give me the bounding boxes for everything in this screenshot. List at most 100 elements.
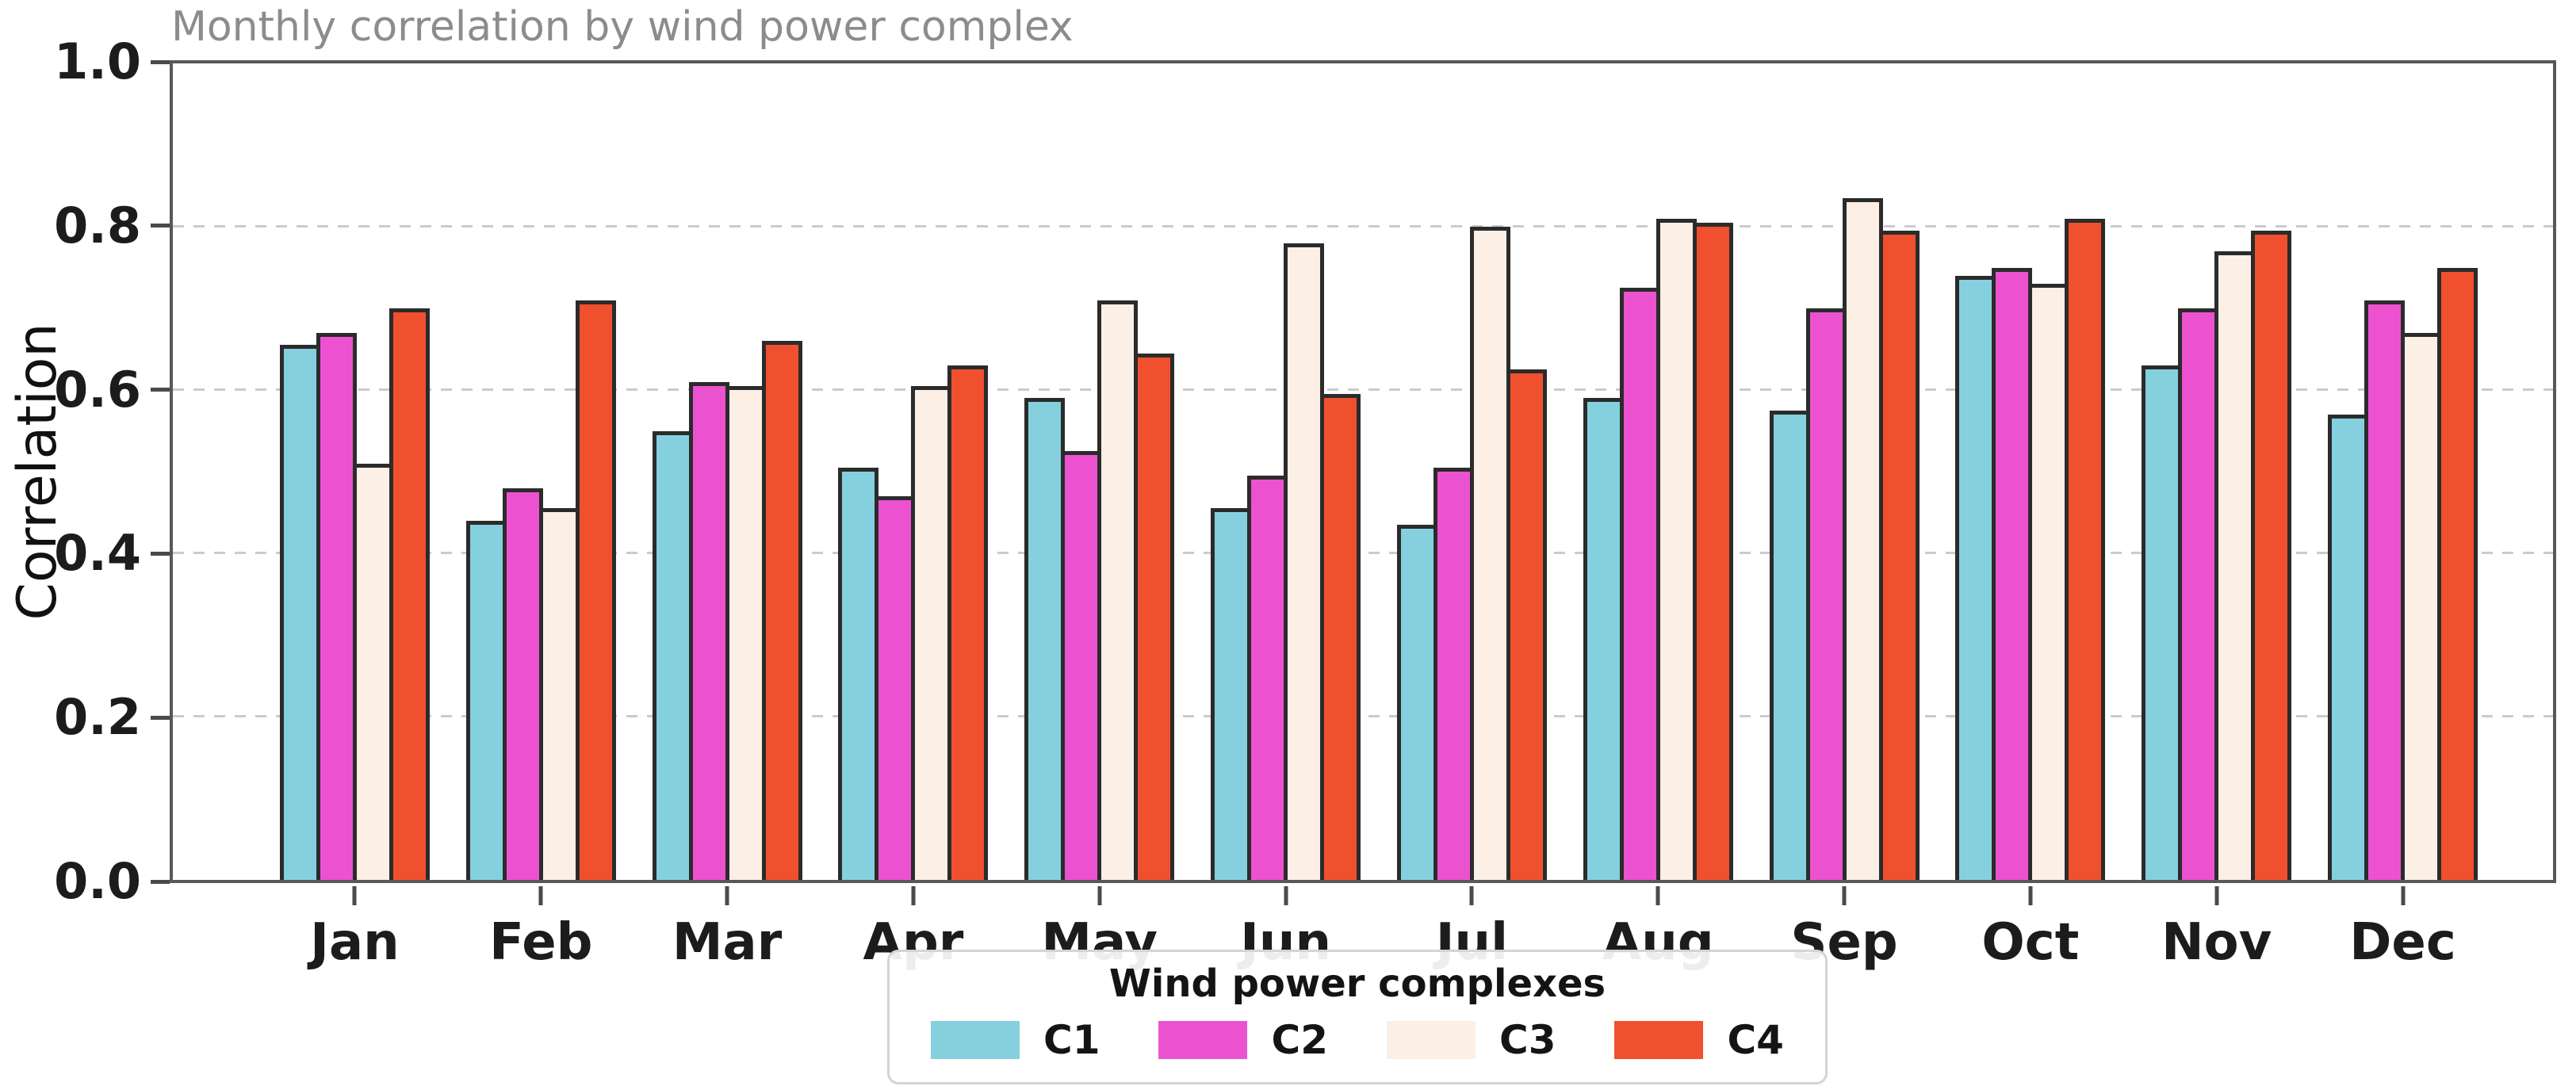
- xtick-label-dec: Dec: [2349, 913, 2456, 972]
- legend-title: Wind power complexes: [1108, 962, 1606, 1006]
- bar-c2-mar: [688, 381, 729, 880]
- xtick-label-mar: Mar: [672, 913, 783, 972]
- bar-c1-jul: [1396, 524, 1437, 880]
- ytick-label: 0.8: [54, 196, 141, 254]
- xtick-mark: [1655, 886, 1660, 905]
- bar-c1-apr: [838, 467, 879, 880]
- bar-c1-jun: [1211, 508, 1252, 880]
- month-group-jan: Jan: [262, 63, 448, 972]
- ytick-label: 0.4: [54, 524, 141, 583]
- bar-c3-sep: [1842, 197, 1883, 880]
- bar-c2-jul: [1433, 467, 1474, 880]
- month-group-feb: Feb: [448, 63, 634, 972]
- xtick-mark: [538, 886, 543, 905]
- xtick-mark: [2028, 886, 2033, 905]
- bar-c2-nov: [2178, 308, 2219, 880]
- xtick-label-nov: Nov: [2161, 913, 2272, 972]
- plot-area: Jan Feb Mar Apr May Jun Jul Aug Sep Oct Nov Dec: [170, 60, 2556, 972]
- chart-title: Monthly correlation by wind power comple…: [171, 3, 1074, 51]
- month-group-jun: Jun: [1192, 63, 1379, 972]
- month-group-jul: Jul: [1379, 63, 1565, 972]
- bar-c4-oct: [2065, 218, 2106, 880]
- bar-c3-nov: [2214, 250, 2256, 880]
- bar-c1-mar: [652, 430, 693, 880]
- bar-c3-jan: [352, 463, 393, 880]
- xtick-mark: [1097, 886, 1102, 905]
- bar-c3-may: [1097, 300, 1139, 880]
- bar-c3-oct: [2028, 284, 2069, 880]
- bar-c1-may: [1024, 398, 1066, 880]
- bar-c2-may: [1061, 451, 1102, 880]
- bar-c4-jan: [389, 308, 430, 880]
- legend-item-c3: C3: [1387, 1017, 1556, 1063]
- month-group-sep: Sep: [1751, 63, 1938, 972]
- ytick-mark: [151, 224, 170, 228]
- bar-c1-aug: [1583, 398, 1624, 880]
- bar-c4-may: [1134, 353, 1175, 880]
- bar-c4-aug: [1692, 222, 1733, 880]
- bar-c4-mar: [761, 341, 802, 880]
- legend-label-c2: C2: [1271, 1017, 1328, 1063]
- legend-swatch-c1: [931, 1021, 1020, 1059]
- bar-c2-oct: [1992, 267, 2033, 880]
- bar-c4-apr: [947, 365, 989, 880]
- legend-swatch-c4: [1614, 1021, 1704, 1059]
- xtick-mark: [1469, 886, 1474, 905]
- bar-c1-sep: [1769, 410, 1810, 880]
- xtick-mark: [2214, 886, 2219, 905]
- bar-c1-nov: [2142, 365, 2183, 880]
- legend-item-c4: C4: [1614, 1017, 1784, 1063]
- bar-c3-aug: [1655, 218, 1697, 880]
- legend-label-c4: C4: [1727, 1017, 1784, 1063]
- bar-c3-dec: [2401, 332, 2442, 880]
- legend-label-c3: C3: [1499, 1017, 1556, 1063]
- bar-c2-apr: [875, 495, 916, 880]
- bar-c3-apr: [911, 385, 952, 880]
- gridline-0.8: [173, 225, 2553, 228]
- legend-swatch-c2: [1158, 1021, 1248, 1059]
- month-group-aug: Aug: [1565, 63, 1751, 972]
- bar-c3-jun: [1284, 243, 1325, 880]
- bar-c2-aug: [1619, 288, 1660, 880]
- ytick-label: 0.0: [54, 852, 141, 910]
- bar-c2-sep: [1805, 308, 1847, 880]
- gridline-0.4: [173, 552, 2553, 554]
- ytick-mark: [151, 388, 170, 392]
- bar-c4-jun: [1320, 394, 1361, 880]
- ytick-mark: [151, 59, 170, 64]
- month-group-apr: Apr: [820, 63, 1006, 972]
- legend-label-c1: C1: [1043, 1017, 1100, 1063]
- bar-c2-feb: [502, 488, 543, 880]
- legend-swatch-c3: [1387, 1021, 1476, 1059]
- ytick-label: 1.0: [54, 33, 141, 90]
- ytick-label: 0.2: [54, 688, 141, 747]
- bar-c4-sep: [1878, 231, 1920, 880]
- xtick-mark: [1284, 886, 1288, 905]
- month-group-nov: Nov: [2123, 63, 2310, 972]
- bar-c4-dec: [2437, 267, 2478, 880]
- month-group-dec: Dec: [2310, 63, 2496, 972]
- bar-c1-jan: [279, 345, 320, 880]
- bar-c1-dec: [2328, 414, 2369, 880]
- bar-c3-feb: [538, 508, 580, 880]
- ytick-mark: [151, 879, 170, 884]
- legend: Wind power complexes C1 C2 C3 C4: [887, 950, 1828, 1084]
- month-group-mar: Mar: [634, 63, 821, 972]
- ytick-mark: [151, 715, 170, 720]
- xtick-mark: [2401, 886, 2406, 905]
- ytick-label: 0.6: [54, 360, 141, 419]
- bar-c3-mar: [725, 385, 766, 880]
- bar-c4-nov: [2251, 231, 2292, 880]
- bar-c4-jul: [1506, 369, 1547, 880]
- bar-c2-jan: [316, 332, 357, 880]
- gridline-0.6: [173, 388, 2553, 391]
- bar-c1-oct: [1955, 275, 1996, 880]
- xtick-label-oct: Oct: [1981, 913, 2080, 972]
- legend-item-c2: C2: [1158, 1017, 1328, 1063]
- month-group-may: May: [1006, 63, 1192, 972]
- bar-groups: Jan Feb Mar Apr May Jun Jul Aug Sep Oct Nov Dec: [173, 63, 2553, 972]
- bar-c2-dec: [2364, 300, 2406, 880]
- legend-items: C1 C2 C3 C4: [931, 1017, 1784, 1063]
- month-group-oct: Oct: [1937, 63, 2123, 972]
